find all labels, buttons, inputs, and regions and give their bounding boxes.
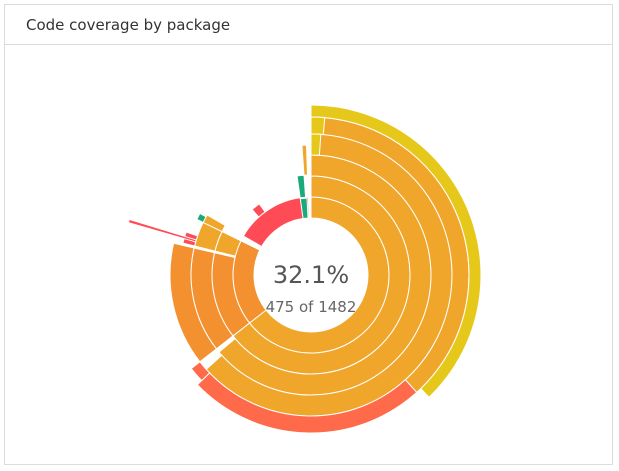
sunburst-segment[interactable] <box>242 196 310 248</box>
sunburst-svg[interactable]: 32.1% 475 of 1482 <box>5 45 612 464</box>
sunburst-chart[interactable]: 32.1% 475 of 1482 <box>5 45 612 464</box>
sunburst-segments[interactable] <box>127 104 482 434</box>
coverage-count: 475 of 1482 <box>266 298 357 316</box>
card-header: Code coverage by package <box>5 5 612 45</box>
card-title: Code coverage by package <box>26 15 231 34</box>
coverage-card: Code coverage by package 32.1% 475 of 14… <box>4 4 613 465</box>
sunburst-segment[interactable] <box>310 104 482 398</box>
sunburst-segment[interactable] <box>127 218 197 243</box>
sunburst-segment[interactable] <box>299 197 309 220</box>
coverage-percent: 32.1% <box>273 261 349 289</box>
sunburst-segment[interactable] <box>196 212 207 224</box>
sunburst-segment[interactable] <box>169 242 218 363</box>
sunburst-segment[interactable] <box>310 116 326 136</box>
sunburst-segment[interactable] <box>301 144 309 176</box>
sunburst-segment[interactable] <box>251 203 266 218</box>
sunburst-segment[interactable] <box>296 174 307 199</box>
sunburst-segment[interactable] <box>196 372 418 434</box>
sunburst-segment[interactable] <box>310 133 322 156</box>
